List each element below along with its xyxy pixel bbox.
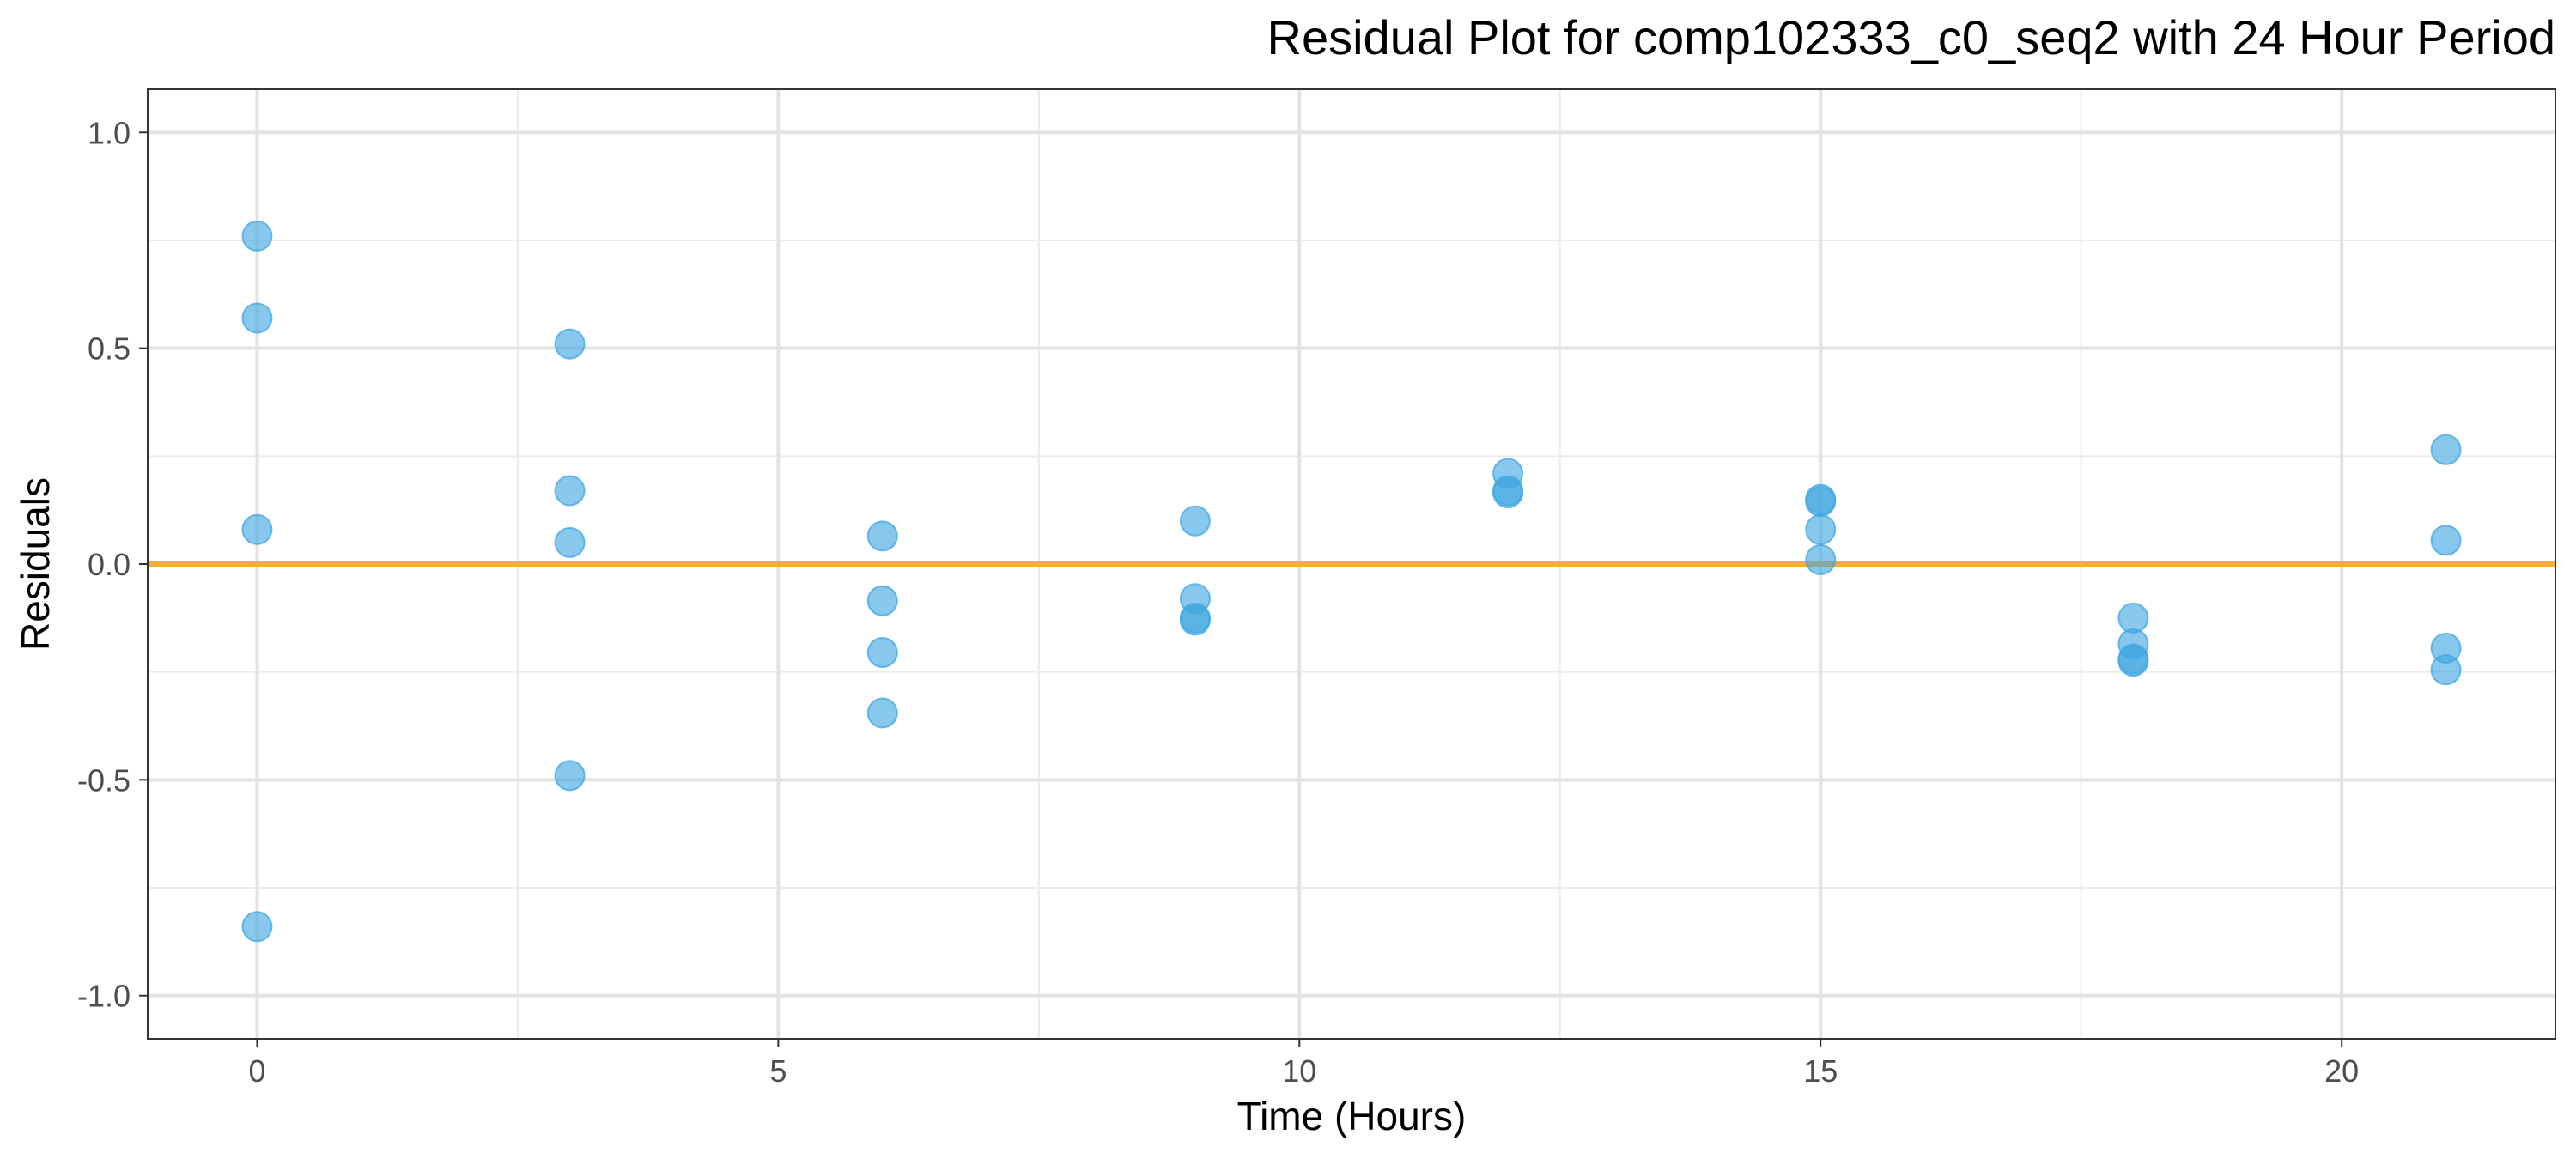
- y-axis-title: Residuals: [13, 477, 58, 651]
- x-axis-title: Time (Hours): [1237, 1094, 1467, 1138]
- chart-title: Residual Plot for comp102333_c0_seq2 wit…: [1267, 10, 2555, 64]
- x-tick-label: 10: [1282, 1053, 1316, 1089]
- residual-point: [554, 328, 586, 360]
- y-tick-label: 1.0: [88, 115, 131, 150]
- residual-point: [866, 697, 898, 729]
- residual-point: [2430, 434, 2462, 465]
- y-tick-label: 0.5: [88, 331, 131, 367]
- y-tick-label: -1.0: [77, 979, 131, 1014]
- y-tick-label: 0.0: [88, 547, 131, 582]
- minor-gridlines: [148, 89, 2555, 1039]
- residual-point: [554, 475, 586, 507]
- residual-point: [2117, 646, 2149, 677]
- residual-point: [554, 526, 586, 558]
- residual-point: [2430, 654, 2462, 686]
- residual-point: [2117, 602, 2149, 634]
- x-tick-label: 0: [248, 1053, 265, 1089]
- residual-point: [241, 911, 273, 943]
- residual-point: [2430, 525, 2462, 556]
- residual-point: [1492, 477, 1524, 509]
- data-points: [241, 220, 2462, 943]
- residual-point: [866, 520, 898, 552]
- x-tick-label: 15: [1803, 1053, 1838, 1089]
- residual-point: [1179, 505, 1211, 537]
- x-tick-label: 20: [2324, 1053, 2359, 1089]
- y-axis-ticks: -1.0 -0.5 0.0 0.5 1.0: [77, 115, 148, 1014]
- residual-point: [866, 585, 898, 616]
- residual-point: [1805, 513, 1837, 545]
- y-tick-label: -0.5: [77, 762, 131, 798]
- residual-point: [241, 220, 273, 252]
- residual-point: [241, 302, 273, 334]
- residual-point: [1805, 486, 1837, 518]
- residual-point: [1179, 604, 1211, 636]
- residual-point: [1805, 543, 1837, 575]
- x-tick-label: 5: [769, 1053, 787, 1089]
- residual-point: [241, 513, 273, 545]
- residual-point: [866, 637, 898, 669]
- residual-point: [554, 760, 586, 792]
- x-axis-ticks: 0 5 10 15 20: [248, 1039, 2359, 1089]
